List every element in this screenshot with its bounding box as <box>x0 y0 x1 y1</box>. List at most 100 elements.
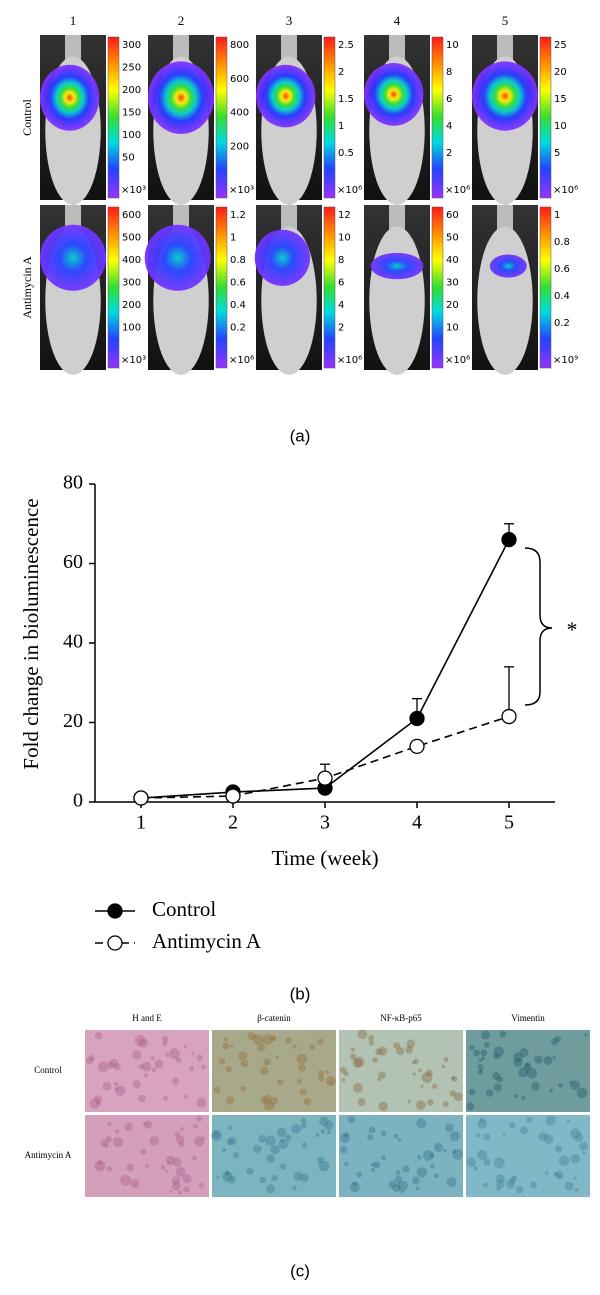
texture <box>582 1151 586 1155</box>
texture <box>271 1174 278 1182</box>
tissue-image <box>212 1030 336 1112</box>
texture <box>397 1138 402 1142</box>
texture <box>301 1142 308 1148</box>
texture <box>278 1139 289 1150</box>
y-tick-label: 20 <box>63 710 83 732</box>
texture <box>553 1171 559 1177</box>
texture <box>324 1120 334 1130</box>
texture <box>558 1155 570 1166</box>
texture <box>318 1075 325 1082</box>
texture <box>165 1155 176 1166</box>
texture <box>357 1029 368 1040</box>
texture <box>523 1063 532 1071</box>
texture <box>293 1171 303 1181</box>
texture <box>299 1088 307 1096</box>
texture <box>230 1044 234 1048</box>
signal <box>144 224 211 291</box>
texture <box>216 1175 220 1180</box>
texture <box>521 1096 526 1100</box>
texture <box>538 1131 548 1142</box>
texture <box>372 1057 378 1063</box>
texture <box>114 1086 119 1092</box>
texture <box>300 1117 307 1124</box>
color-bar-unit: ×10³ <box>121 185 146 196</box>
texture <box>367 1134 374 1141</box>
texture <box>176 1135 185 1144</box>
texture <box>107 1122 112 1127</box>
texture <box>154 1059 164 1069</box>
texture <box>196 1116 202 1122</box>
texture <box>519 1047 529 1058</box>
texture <box>477 1118 488 1129</box>
texture <box>296 1078 302 1084</box>
texture <box>189 1066 195 1072</box>
color-bar-tick: 50 <box>446 233 459 244</box>
tissue-image <box>212 1115 336 1197</box>
texture <box>377 1077 381 1082</box>
color-bar-unit: ×10⁶ <box>337 185 362 196</box>
texture <box>576 1087 588 1099</box>
tissue-image <box>339 1030 463 1112</box>
texture <box>368 1040 375 1046</box>
texture <box>573 1176 577 1181</box>
texture <box>183 1094 188 1099</box>
texture <box>452 1149 457 1154</box>
texture <box>549 1088 554 1093</box>
texture <box>392 1183 401 1192</box>
texture <box>164 1169 168 1173</box>
texture <box>423 1150 434 1161</box>
texture <box>416 1167 428 1178</box>
texture <box>163 1095 169 1101</box>
texture <box>284 1134 292 1142</box>
texture <box>352 1181 358 1187</box>
color-bar-tick: 12 <box>338 210 351 221</box>
column-label: 1 <box>70 13 77 28</box>
texture <box>513 1052 523 1062</box>
texture <box>514 1094 518 1099</box>
texture <box>370 1168 375 1173</box>
texture <box>570 1080 581 1091</box>
texture <box>320 1129 326 1134</box>
texture <box>574 1132 584 1142</box>
texture <box>493 1046 505 1058</box>
texture <box>150 1056 155 1061</box>
color-bar-tick: 1 <box>338 121 344 132</box>
signal <box>472 61 538 131</box>
texture <box>433 1142 444 1152</box>
texture <box>327 1130 332 1135</box>
texture <box>477 1064 484 1071</box>
texture <box>303 1098 312 1106</box>
y-tick-label: 80 <box>63 472 83 494</box>
texture <box>340 1146 348 1154</box>
color-bar-tick: 4 <box>446 121 452 132</box>
texture <box>292 1044 297 1049</box>
texture <box>352 1058 363 1068</box>
texture <box>354 1056 365 1068</box>
texture <box>425 1069 433 1077</box>
color-bar <box>215 36 228 199</box>
color-bar-tick: 300 <box>122 278 141 289</box>
legend-label: Control <box>152 897 216 921</box>
texture <box>394 1175 403 1184</box>
texture <box>94 1160 106 1172</box>
texture <box>240 1086 246 1092</box>
texture <box>226 1138 234 1146</box>
texture <box>443 1057 449 1062</box>
texture <box>368 1126 376 1134</box>
mouse-head <box>281 205 297 233</box>
texture <box>531 1081 540 1091</box>
texture <box>478 1069 483 1075</box>
texture <box>427 1099 434 1106</box>
color-bar <box>431 36 444 199</box>
x-tick-label: 1 <box>136 812 146 834</box>
texture <box>222 1042 230 1050</box>
texture <box>228 1125 233 1130</box>
texture <box>238 1051 248 1061</box>
color-bar-unit: ×10⁶ <box>445 355 470 366</box>
texture <box>102 1082 112 1091</box>
texture <box>265 1135 276 1146</box>
color-bar-tick: 100 <box>122 130 141 141</box>
texture <box>443 1149 447 1153</box>
texture <box>397 1180 408 1192</box>
